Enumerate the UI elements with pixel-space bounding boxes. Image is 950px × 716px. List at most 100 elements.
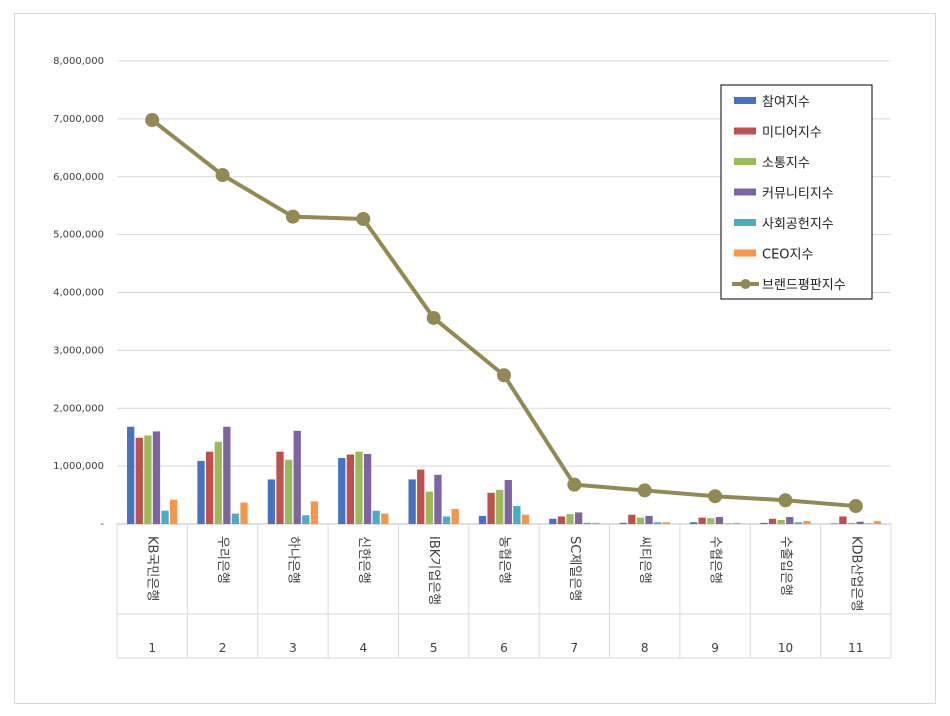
bar-미디어지수 — [135, 437, 143, 524]
category-label: 신한은행 — [356, 536, 372, 584]
bar-사회공헌지수 — [724, 523, 732, 524]
bar-소통지수 — [214, 441, 222, 524]
bars — [127, 426, 881, 524]
chart-svg: - 1,000,000 2,000,000 3,000,000 4,000,000 5,0… — [53, 56, 892, 659]
line-point — [285, 209, 300, 224]
bar-소통지수 — [847, 522, 856, 524]
category-label: 농협은행 — [497, 536, 513, 584]
category-label: IBK기업은행 — [426, 536, 442, 605]
legend-label: 미디어지수 — [762, 126, 822, 141]
line-point — [708, 489, 723, 504]
rank-label: 10 — [778, 641, 793, 655]
bar-참여지수 — [830, 523, 838, 524]
bar-참여지수 — [549, 518, 557, 524]
bar-CEO지수 — [310, 501, 319, 524]
bar-참여지수 — [760, 522, 768, 524]
bar-커뮤니티지수 — [363, 453, 372, 524]
rank-label: 3 — [289, 641, 297, 655]
line-point — [567, 477, 582, 492]
bar-참여지수 — [267, 479, 276, 524]
category-label: KB국민은행 — [145, 536, 161, 601]
chart-frame: - 1,000,000 2,000,000 3,000,000 4,000,000 5,0… — [14, 13, 936, 704]
y-tick-label: 6,000,000 — [53, 172, 104, 183]
line-point — [778, 493, 793, 508]
bar-사회공헌지수 — [442, 516, 451, 524]
category-label: KDB산업은행 — [848, 536, 864, 611]
legend-swatch — [734, 97, 756, 104]
legend-swatch — [734, 158, 756, 165]
bar-소통지수 — [707, 518, 715, 524]
category-label: 우리은행 — [215, 536, 231, 584]
bar-소통지수 — [777, 519, 785, 524]
bar-참여지수 — [408, 479, 416, 524]
line-point — [637, 483, 652, 498]
bar-미디어지수 — [628, 514, 636, 524]
legend-label: CEO지수 — [762, 248, 813, 263]
y-tick-label: - — [100, 519, 104, 530]
bar-소통지수 — [144, 435, 152, 524]
bar-CEO지수 — [592, 522, 600, 524]
bar-소통지수 — [355, 451, 363, 524]
category-label: 씨티은행 — [637, 536, 653, 584]
bar-CEO지수 — [873, 521, 881, 524]
bar-미디어지수 — [205, 451, 214, 524]
rank-label: 9 — [711, 641, 719, 655]
bar-미디어지수 — [417, 469, 425, 524]
bar-CEO지수 — [521, 514, 530, 524]
bar-CEO지수 — [170, 499, 178, 524]
line-point — [497, 368, 511, 383]
bar-사회공헌지수 — [161, 510, 169, 524]
bar-소통지수 — [636, 517, 645, 524]
bar-참여지수 — [197, 460, 205, 524]
legend-label: 참여지수 — [762, 95, 810, 110]
rank-label: 2 — [219, 641, 227, 655]
rank-label: 1 — [148, 641, 156, 655]
legend-swatch — [734, 188, 756, 196]
bar-사회공헌지수 — [583, 522, 591, 524]
category-table: KB국민은행 1 우리은행 2 하나은행 3 신한은행 4 IBK기업은행 5 농협은행 6 SC제일은… — [116, 524, 892, 659]
category-label: 수협은행 — [708, 536, 724, 584]
bar-소통지수 — [496, 489, 504, 524]
legend-label: 브랜드평판지수 — [762, 278, 846, 293]
rank-label: 11 — [848, 641, 863, 655]
bar-커뮤니티지수 — [786, 517, 794, 524]
bar-소통지수 — [566, 514, 574, 524]
category-label: SC제일은행 — [567, 536, 583, 601]
y-tick-label: 2,000,000 — [53, 403, 104, 414]
bar-사회공헌지수 — [231, 513, 240, 524]
bar-미디어지수 — [698, 517, 706, 524]
line-point — [215, 168, 230, 183]
bar-커뮤니티지수 — [575, 512, 583, 524]
line-point — [145, 113, 160, 128]
bar-미디어지수 — [346, 454, 355, 524]
bar-참여지수 — [127, 426, 135, 524]
bar-CEO지수 — [381, 513, 389, 524]
bar-참여지수 — [619, 522, 627, 524]
y-tick-label: 5,000,000 — [53, 230, 104, 241]
line-point — [356, 211, 371, 226]
bar-커뮤니티지수 — [715, 517, 724, 524]
rank-label: 4 — [359, 641, 367, 655]
bar-미디어지수 — [276, 451, 284, 524]
rank-label: 7 — [571, 641, 579, 655]
category-label: 하나은행 — [285, 536, 301, 584]
bar-사회공헌지수 — [513, 506, 521, 524]
bar-미디어지수 — [839, 516, 847, 524]
bar-미디어지수 — [768, 518, 777, 524]
bar-커뮤니티지수 — [152, 431, 161, 524]
bar-소통지수 — [284, 459, 293, 524]
bar-CEO지수 — [240, 502, 248, 524]
bar-커뮤니티지수 — [645, 515, 653, 524]
bar-CEO지수 — [803, 521, 811, 524]
bar-사회공헌지수 — [865, 523, 873, 524]
bar-커뮤니티지수 — [856, 521, 864, 524]
bar-CEO지수 — [451, 508, 459, 524]
y-axis-tick-labels: - 1,000,000 2,000,000 3,000,000 4,000,000 5,0… — [53, 56, 104, 530]
category-label: 수출입은행 — [778, 536, 794, 596]
y-tick-label: 4,000,000 — [53, 288, 104, 299]
legend-label: 커뮤니티지수 — [762, 187, 834, 202]
gridlines — [117, 60, 891, 525]
bar-CEO지수 — [732, 522, 741, 524]
bar-참여지수 — [338, 458, 346, 524]
legend-swatch — [734, 249, 756, 257]
